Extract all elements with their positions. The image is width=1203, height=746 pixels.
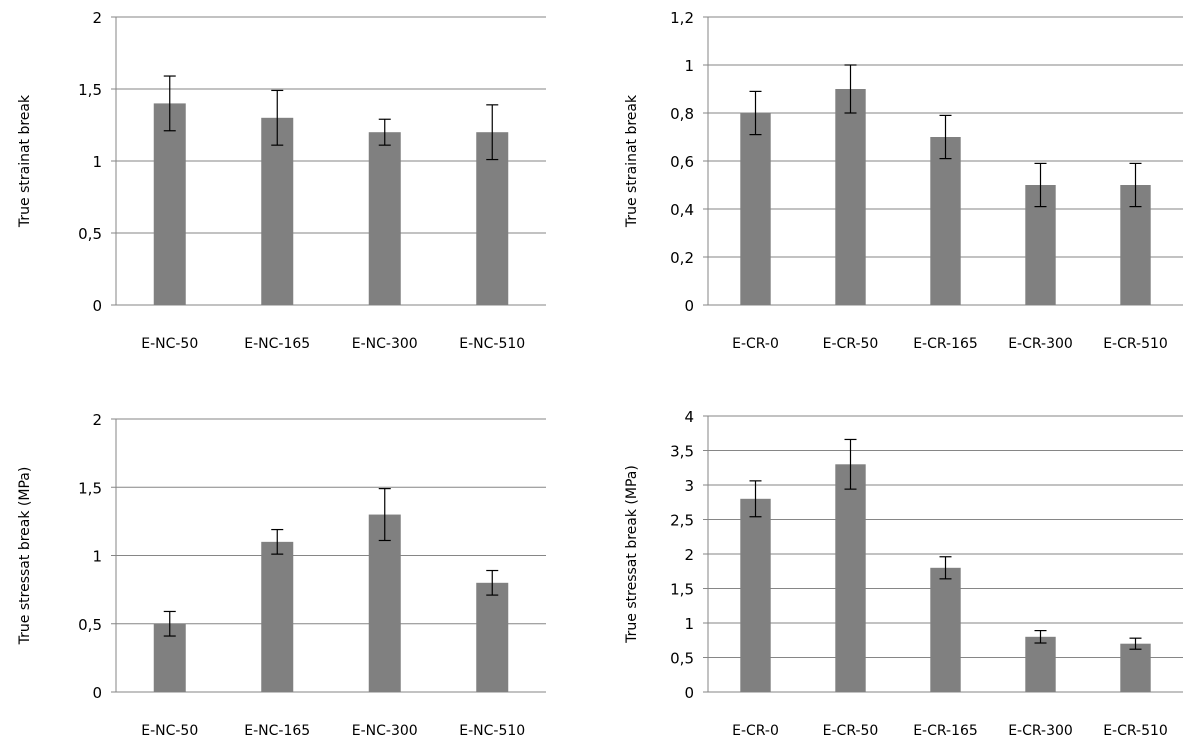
y-tick-label: 1,5 [670,581,694,599]
y-tick-label: 1,5 [78,81,102,99]
x-category-label: E-CR-510 [1103,723,1168,739]
bar [153,103,186,306]
chart-strain-nc: 0 0,5 1 1,5 2 E-NC-50 E-NC-165 E-NC-300 E-NC-510… [17,9,546,352]
chart-stress-cr: 0 0,5 1 1,5 2 2,5 3 3,5 4 E-CR-0 E-CR-50 E-CR-165 E-… [624,408,1183,739]
x-category-label: E-CR-510 [1103,336,1168,352]
y-tick-label: 1 [92,548,102,566]
bar [476,582,509,692]
y-axis-title: True stressat break (MPa) [17,467,33,646]
bar [835,89,866,305]
y-tick-label: 0 [684,297,694,315]
x-category-label: E-CR-165 [913,723,978,739]
bar [476,132,509,305]
bar [1120,643,1151,692]
bar [1025,636,1056,692]
y-axis-title: True stressat break (MPa) [624,465,640,644]
x-category-label: E-NC-510 [459,723,525,739]
y-tick-label: 0,5 [78,225,102,243]
x-category-label: E-NC-300 [352,336,418,352]
bar [368,514,401,692]
y-tick-label: 1,5 [78,479,102,497]
x-category-label: E-NC-50 [141,336,198,352]
y-tick-label: 1 [92,153,102,171]
y-tick-label: 3,5 [670,443,694,461]
bar [261,117,294,305]
bar [740,113,771,305]
y-tick-label: 0,5 [78,616,102,634]
y-tick-label: 0,4 [670,201,694,219]
y-axis-title: True strainat break [624,94,640,228]
y-axis-title: True strainat break [17,94,33,228]
y-tick-label: 1,2 [670,9,694,27]
bar [368,132,401,305]
x-category-label: E-CR-0 [732,723,779,739]
x-category-label: E-CR-300 [1008,723,1073,739]
x-category-label: E-NC-50 [141,723,198,739]
bar [835,464,866,692]
y-tick-label: 1 [684,615,694,633]
bar [930,567,961,692]
y-tick-label: 3 [684,477,694,495]
y-tick-label: 1 [684,57,694,75]
x-category-label: E-CR-50 [823,336,879,352]
x-category-label: E-NC-165 [244,723,310,739]
y-tick-label: 0,6 [670,153,694,171]
chart-stress-nc: 0 0,5 1 1,5 2 E-NC-50 E-NC-165 E-NC-300 E-NC-510… [17,411,546,739]
y-tick-label: 0 [92,684,102,702]
x-category-label: E-CR-50 [823,723,879,739]
bar [261,541,294,692]
bar [740,498,771,692]
chart-strain-cr: 0 0,2 0,4 0,6 0,8 1 1,2 E-CR-0 E-CR-50 E-CR-165 E-… [624,9,1183,352]
x-category-label: E-NC-300 [352,723,418,739]
x-category-label: E-NC-165 [244,336,310,352]
x-category-label: E-CR-300 [1008,336,1073,352]
y-tick-label: 0 [92,297,102,315]
x-category-label: E-NC-510 [459,336,525,352]
y-tick-label: 0,8 [670,105,694,123]
x-category-label: E-CR-165 [913,336,978,352]
y-tick-label: 0,2 [670,249,694,267]
y-tick-label: 0,5 [670,650,694,668]
y-tick-label: 2 [92,9,102,27]
y-tick-label: 0 [684,684,694,702]
x-category-label: E-CR-0 [732,336,779,352]
bar [930,137,961,305]
y-tick-label: 2,5 [670,512,694,530]
y-tick-label: 4 [684,408,694,426]
y-tick-label: 2 [92,411,102,429]
y-tick-label: 2 [684,546,694,564]
